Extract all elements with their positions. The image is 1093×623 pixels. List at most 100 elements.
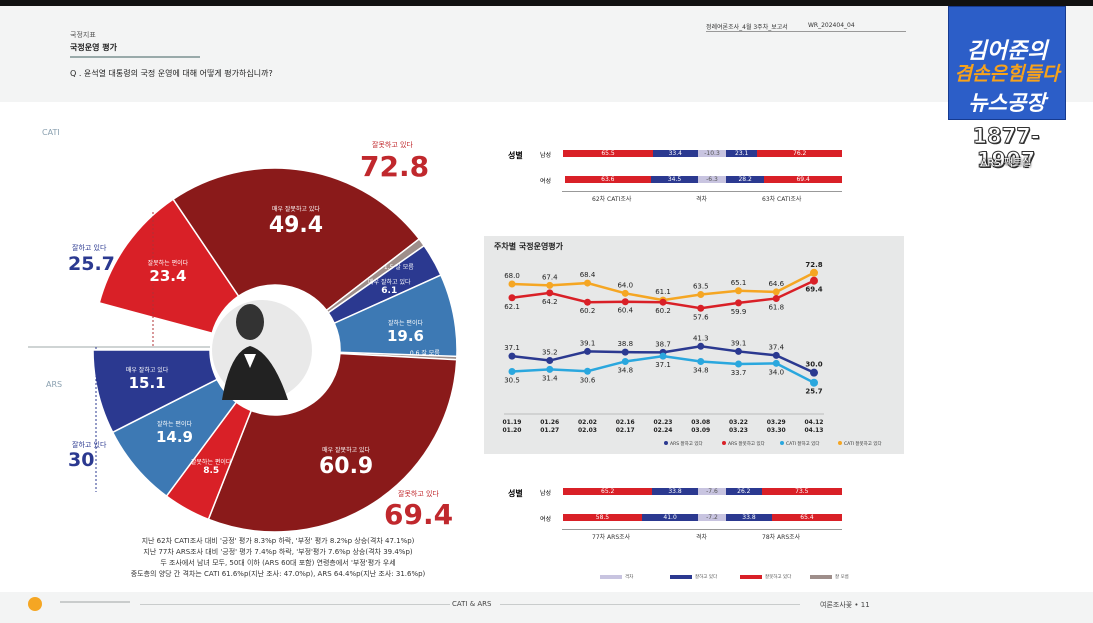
data-label: 37.4 <box>768 343 784 351</box>
logo-line-1: 김어준의 <box>966 39 1048 64</box>
data-label: 61.1 <box>655 288 671 296</box>
ars-neg-right-value: 73.5 <box>795 488 809 495</box>
x-tick-label: 02.23 <box>654 419 673 426</box>
data-label: 67.4 <box>542 273 558 281</box>
ars-pos-right-value: 26.2 <box>737 488 751 495</box>
series-point <box>621 289 629 297</box>
data-label: 37.1 <box>655 361 671 369</box>
ars-negative-label: 잘못하고 있다 <box>398 490 439 498</box>
series-point <box>621 357 629 365</box>
data-label: 59.9 <box>731 308 747 316</box>
ars-bars-axis <box>562 529 842 530</box>
cati-bar-right-positive <box>726 150 758 157</box>
legend-swatch <box>722 441 726 445</box>
question-text: Q . 윤석열 대통령의 국정 운영에 대해 어떻게 평가하십니까? <box>70 69 273 78</box>
cati-gender-label: 성별 <box>508 151 523 160</box>
ars-gap-value: -7.2 <box>706 514 718 521</box>
note-line: 두 조사에서 남녀 모두, 50대 이하 (ARS 60대 포함) 연령층에서 … <box>160 559 396 567</box>
legend-item: CATI 잘하고 있다 <box>780 441 820 447</box>
slice-value: 19.6 <box>386 326 424 345</box>
data-label: 61.8 <box>768 303 784 311</box>
note-line: 지난 77차 ARS조사 대비 '긍정' 평가 7.4%p 하락, '부정'평가… <box>143 548 413 556</box>
ars-gender-bars: 성별 남성 여성 65.2 33.8 -7.6 26.2 73.5 58.5 41.0 -7.… <box>484 478 904 548</box>
ars-pos-right-value: 33.8 <box>742 514 756 521</box>
series-point <box>546 281 554 289</box>
bar-legend-swatch <box>670 574 692 579</box>
cati-neg-right-value: 76.2 <box>793 150 807 157</box>
ars-gap-cell <box>698 488 726 495</box>
note-line: 지난 62차 CATI조사 대비 '긍정' 평가 8.3%p 하락, '부정' … <box>141 537 415 545</box>
ars-neg-left-value: 65.2 <box>601 488 615 495</box>
x-tick-label: 02.17 <box>616 427 635 434</box>
summary-notes: 지난 62차 CATI조사 대비 '긍정' 평가 8.3%p 하락, '부정' … <box>128 536 428 580</box>
data-label: 30.0 <box>805 361 822 369</box>
data-label: 60.2 <box>580 307 596 315</box>
cati-slice-label-0: 잘못하는 편이다 23.4 <box>123 258 213 285</box>
bar-legend-text: 잘못하고 있다 <box>765 575 792 580</box>
cati-bars-axis <box>562 191 842 192</box>
cati-gap-cell <box>698 150 726 157</box>
slice-value: 6.1 <box>381 285 398 296</box>
data-label: 35.2 <box>542 349 558 357</box>
data-label: 60.2 <box>655 307 671 315</box>
data-label: 64.0 <box>617 281 633 289</box>
slice-category: 잘못하는 편이다 <box>190 458 232 466</box>
ars-positive-label: 잘하고 있다 <box>72 441 107 449</box>
legend-swatch <box>838 441 842 445</box>
series-point <box>584 279 591 287</box>
ars-bar-right-positive <box>726 514 772 521</box>
ars-gender-label: 성별 <box>508 489 523 498</box>
legend-swatch <box>780 441 784 445</box>
bar-legend-item: 격차 <box>600 574 633 580</box>
cati-gap-value: -6.3 <box>706 176 718 183</box>
ars-neg-right-value: 65.4 <box>800 514 814 521</box>
category-label: 국정지표 <box>70 31 96 39</box>
line-chart-svg: 68.0 67.4 68.4 64.0 61.1 63.5 65.1 64.6 72.8 62.1… <box>503 261 824 434</box>
series-point <box>584 347 591 355</box>
x-tick-label: 01.20 <box>503 427 522 434</box>
ars-bar-right-negative <box>771 514 842 521</box>
ars-bars-area: 65.2 33.8 -7.6 26.2 73.5 58.5 41.0 -7.2 33.8 65.4 <box>562 486 842 526</box>
cati-gap-value: -10.3 <box>704 150 720 157</box>
cati-bars-area: 65.5 33.4 -10.3 23.1 76.2 63.6 34.5 -6.3 28.2 69.… <box>562 148 842 188</box>
legend-text: ARS 잘하고 있다 <box>670 442 703 447</box>
data-label: 60.4 <box>617 307 633 315</box>
cati-slice-label-3: 매우 잘하고 있다 6.1 <box>344 277 434 296</box>
series-point <box>508 352 516 360</box>
ars-bar-left-positive <box>652 488 698 495</box>
x-tick-label: 03.09 <box>691 427 710 434</box>
data-label: 64.6 <box>768 280 784 288</box>
x-tick-label: 02.16 <box>616 419 635 426</box>
data-label: 33.7 <box>731 369 747 377</box>
series-point <box>697 357 705 365</box>
slice-category: 잘하는 편이다 <box>387 319 423 327</box>
series-point <box>508 368 516 375</box>
x-tick-label: 04.12 <box>805 419 824 426</box>
data-label: 57.6 <box>693 313 709 321</box>
logo-line-2: 겸손은힘들다 <box>954 63 1060 85</box>
footer: CATI & ARS 여론조사꽃 • 11 <box>0 592 1093 623</box>
x-tick-label: 04.13 <box>805 427 824 434</box>
series-point <box>508 280 516 288</box>
ars-bar-right-positive <box>726 488 762 495</box>
data-label: 68.0 <box>504 272 520 280</box>
slice-value: 1.5 <box>383 264 394 272</box>
slice-value: 49.4 <box>268 213 324 239</box>
series-point <box>772 288 780 296</box>
top-bar <box>0 0 1093 6</box>
ars-bar-left-negative <box>563 488 653 495</box>
cati-slice-label-4: 잘하는 편이다 19.6 <box>360 318 450 345</box>
cati-positive-value: 25.7 <box>68 253 115 275</box>
cati-negative-value: 72.8 <box>360 150 430 183</box>
ars-left-survey: 77차 ARS조사 <box>592 534 631 541</box>
logo-years: 1877-1907 <box>972 124 1040 173</box>
series-point <box>735 360 742 368</box>
ars-slice-label-3: 잘하는 편이다 14.9 <box>129 419 219 446</box>
data-label: 72.8 <box>805 261 822 269</box>
series-point <box>546 289 554 297</box>
cati-gap-cell <box>698 176 726 183</box>
series-point <box>772 294 780 302</box>
cati-bar-left-positive <box>651 176 698 183</box>
series-point <box>735 347 742 355</box>
footer-disclaimer-line <box>60 601 130 603</box>
